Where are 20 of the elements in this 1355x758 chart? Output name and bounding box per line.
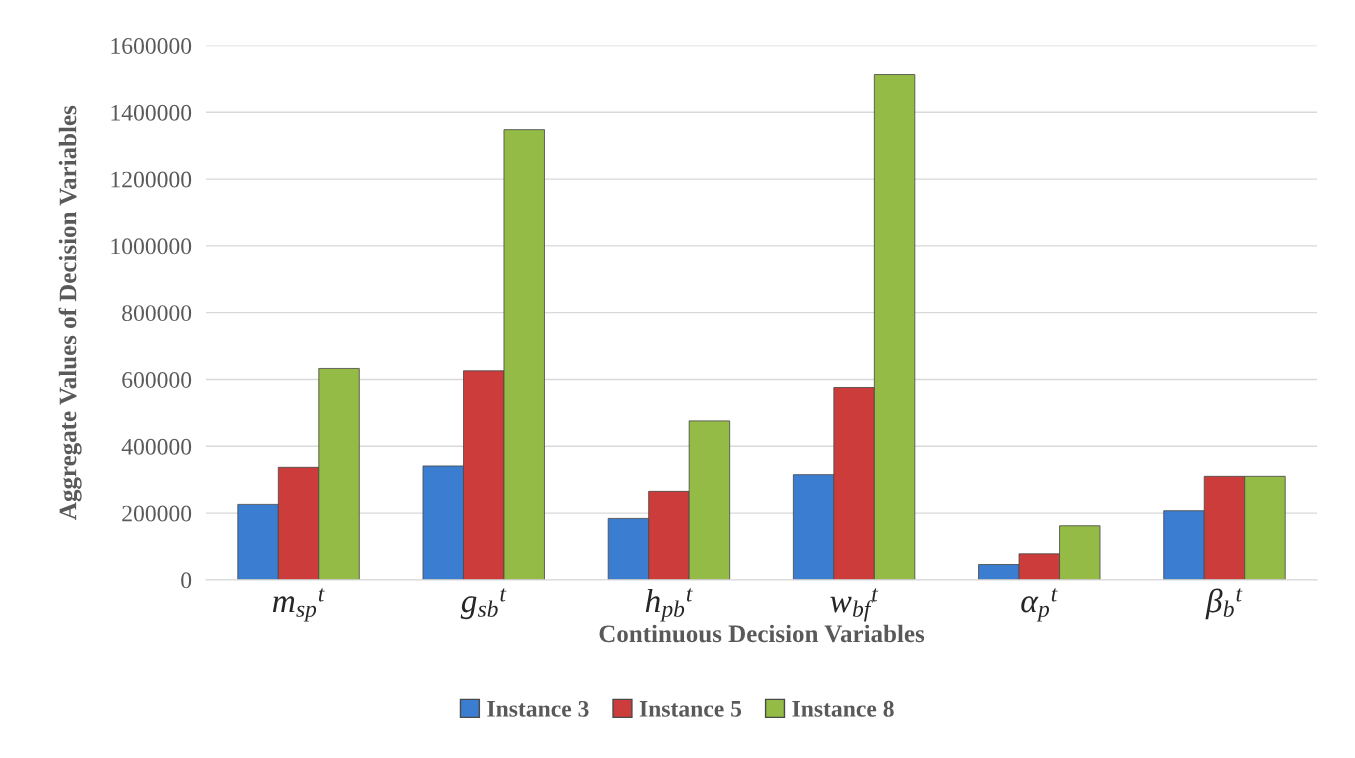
y-tick-label: 600000 [122, 371, 192, 388]
y-tick-label: 0 [181, 572, 192, 589]
y-tick-label: 400000 [121, 438, 192, 455]
legend-label: Instance 8 [792, 700, 894, 717]
legend-label: Instance 3 [487, 700, 589, 717]
y-tick-label: 1600000 [111, 37, 192, 54]
x-tick-label: w$_{bf}$$^{t}$ [830, 588, 879, 622]
legend-label: Instance 5 [639, 701, 742, 717]
x-axis-title: Continuous Decision Variables [599, 624, 925, 643]
x-tick-label: g$_{sb}$$^{t}$ [460, 588, 507, 620]
x-tick-label: m$_{sp}$$^{t}$ [272, 588, 325, 622]
y-tick-label: 1400000 [111, 104, 192, 121]
x-tick-label: β$_{b}$$^{t}$ [1205, 588, 1243, 620]
y-tick-label: 200000 [122, 505, 192, 522]
y-tick-label: 800000 [122, 305, 192, 322]
y-tick-label: 1200000 [111, 171, 192, 188]
y-tick-label: 1000000 [111, 238, 192, 255]
y-axis-title: Aggregate Values of Decision Variables [58, 105, 82, 520]
x-tick-label: α$_{p}$$^{t}$ [1021, 588, 1058, 622]
x-tick-label: h$_{pb}$$^{t}$ [645, 588, 693, 622]
